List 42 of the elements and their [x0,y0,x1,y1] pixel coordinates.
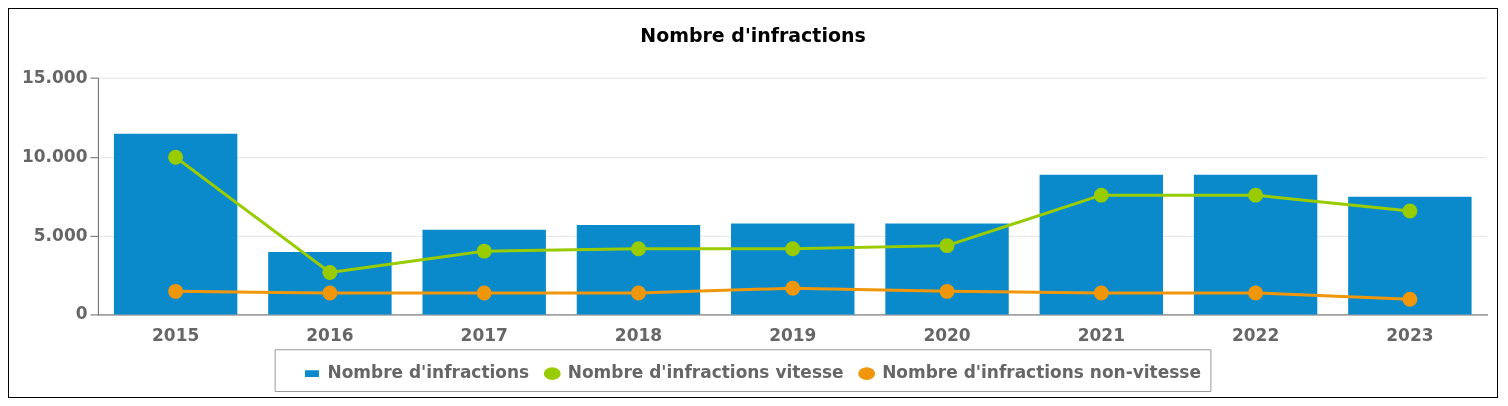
x-tick-label: 2023 [1386,324,1434,345]
bar [576,225,701,315]
legend-label: Nombre d'infractions [327,362,530,383]
y-tick-label: 5.000 [33,224,88,245]
point [1402,203,1418,219]
bar [1348,196,1472,315]
point [322,285,338,301]
x-tick-label: 2021 [1077,324,1125,345]
x-tick-label: 2022 [1231,324,1280,345]
legend-label: Nombre d'infractions non-vitesse [882,362,1201,383]
bar [731,223,855,315]
bar [1039,174,1164,315]
point [1248,187,1264,203]
y-tick-label: 10.000 [22,145,88,166]
point [1093,187,1109,203]
point [785,280,801,296]
y-tick-label: 15.000 [22,66,88,87]
point [1093,285,1109,301]
point [322,264,338,280]
point [939,283,955,299]
x-tick-label: 2020 [923,324,971,345]
y-tick-label: 0 [75,303,88,324]
point [1402,291,1418,307]
bar [422,229,546,315]
point [785,241,801,257]
point [630,285,646,301]
x-tick-label: 2015 [152,324,200,345]
point [939,238,955,254]
point [168,283,184,299]
chart-title: Nombre d'infractions [640,24,866,47]
point [476,285,492,301]
point [476,243,492,259]
bar [113,133,238,315]
x-tick-label: 2016 [306,324,354,345]
x-tick-label: 2019 [769,324,817,345]
x-tick-label: 2017 [460,324,508,345]
point [1248,285,1264,301]
point [630,241,646,257]
legend-label: Nombre d'infractions vitesse [567,362,844,383]
bar [1193,174,1318,315]
x-tick-label: 2018 [614,324,663,345]
point [168,149,184,165]
